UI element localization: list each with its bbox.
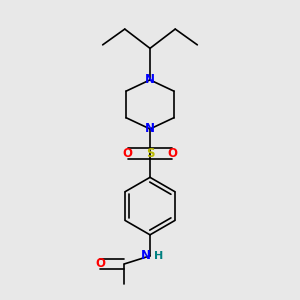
Text: H: H <box>154 251 164 261</box>
Text: N: N <box>145 122 155 136</box>
Text: S: S <box>146 147 154 160</box>
Text: O: O <box>95 257 105 270</box>
Text: N: N <box>141 249 151 262</box>
Text: N: N <box>145 74 155 86</box>
Text: O: O <box>123 147 133 160</box>
Text: O: O <box>167 147 177 160</box>
